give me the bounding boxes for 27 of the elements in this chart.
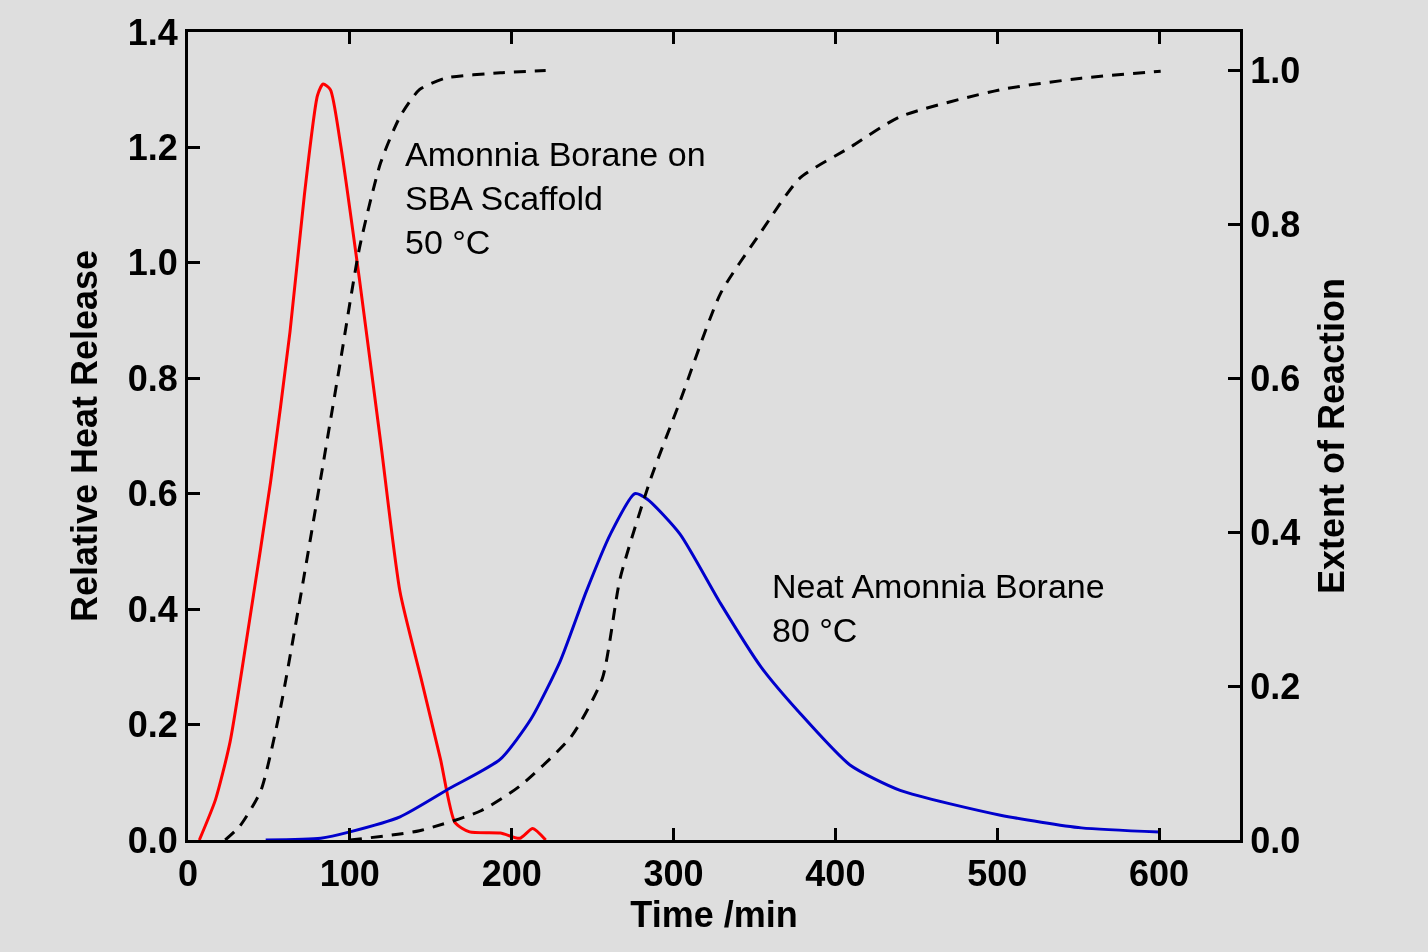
y2-tick-label: 0.0	[1250, 819, 1301, 861]
annotation: Amonnia Borane on SBA Scaffold 50 °C	[405, 135, 706, 262]
x-tick-label: 500	[967, 853, 1028, 895]
y-tick-label: 1.2	[127, 127, 178, 169]
x-axis-title: Time /min	[630, 894, 798, 936]
y2-tick-label: 0.6	[1250, 357, 1301, 399]
y-tick-label: 0.0	[127, 819, 178, 861]
y2-tick-label: 0.8	[1250, 203, 1301, 245]
y-tick-label: 0.6	[127, 473, 178, 515]
x-tick-label: 0	[177, 853, 199, 895]
x-tick-label: 600	[1129, 853, 1190, 895]
annotation: Neat Amonnia Borane 80 °C	[772, 567, 1105, 650]
line-series	[264, 492, 1161, 840]
x-tick-label: 300	[643, 853, 704, 895]
x-tick-label: 400	[805, 853, 866, 895]
y-tick-label: 0.8	[127, 357, 178, 399]
y-tick-label: 1.0	[127, 242, 178, 284]
y2-tick-label: 0.2	[1250, 665, 1301, 707]
x-tick-label: 200	[481, 853, 542, 895]
y-tick-label: 0.4	[127, 588, 178, 630]
y2-tick-label: 1.0	[1250, 50, 1301, 92]
x-tick-label: 100	[319, 853, 380, 895]
y-axis-title: Relative Heat Release	[63, 249, 105, 623]
y-tick-label: 0.2	[127, 704, 178, 746]
y-tick-label: 1.4	[127, 11, 178, 53]
y2-axis-title: Extent of Reaction	[1310, 277, 1352, 595]
y2-tick-label: 0.4	[1250, 511, 1301, 553]
